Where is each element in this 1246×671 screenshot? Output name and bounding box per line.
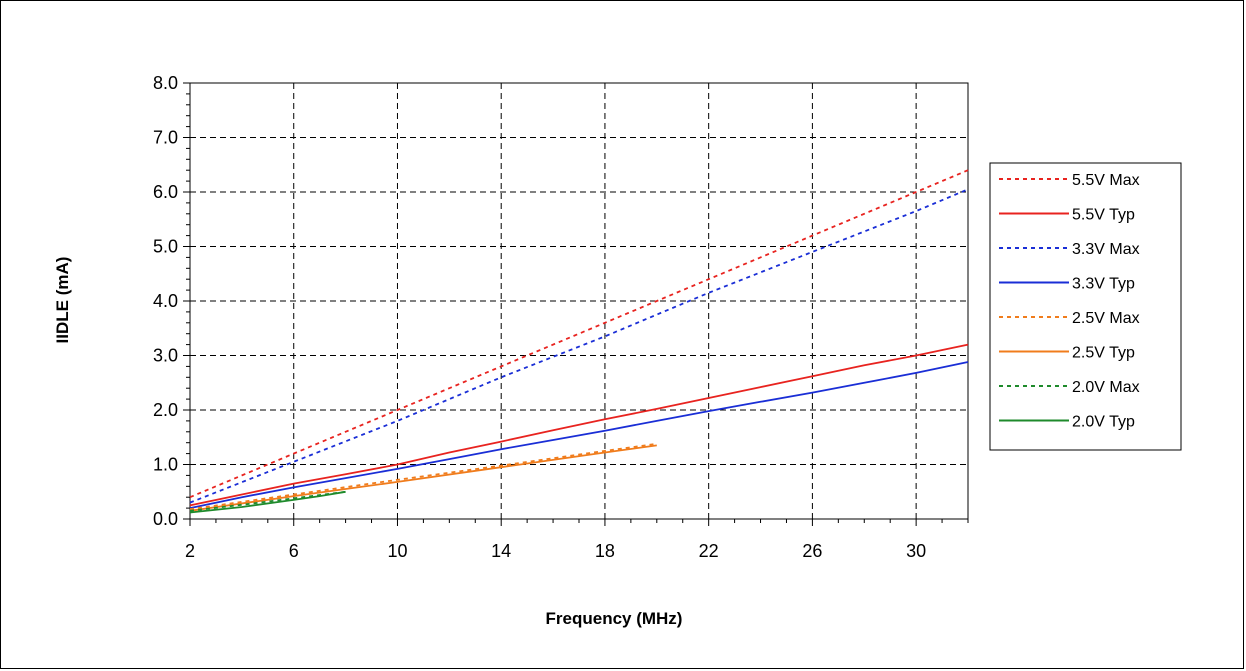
series-line: [189, 343, 969, 507]
y-tick-label: 4.0: [153, 291, 178, 311]
x-tick-label: 26: [802, 541, 822, 561]
y-tick-label: 8.0: [153, 73, 178, 93]
x-tick-label: 10: [387, 541, 407, 561]
legend-label: 2.0V Max: [1072, 379, 1140, 396]
legend-box: [989, 162, 1182, 451]
x-tick-label: 30: [906, 541, 926, 561]
y-tick-label: 7.0: [153, 128, 178, 148]
series-line: [189, 169, 969, 499]
x-tick-label: 2: [185, 541, 195, 561]
series-line: [189, 361, 969, 509]
legend-label: 2.5V Typ: [1072, 345, 1135, 362]
series-line: [189, 490, 346, 512]
y-tick-labels: 0.0 1.0 2.0 3.0 4.0 5.0 6.0 7.0 8.0: [153, 73, 178, 529]
legend-label: 3.3V Typ: [1072, 276, 1135, 293]
y-tick-label: 5.0: [153, 237, 178, 257]
y-tick-label: 6.0: [153, 182, 178, 202]
grid-lines: [190, 83, 968, 519]
legend-label: 5.5V Max: [1072, 172, 1140, 189]
x-axis-title: Frequency (MHz): [546, 609, 683, 628]
legend-label: 2.5V Max: [1072, 310, 1140, 327]
minor-ticks: [183, 82, 969, 526]
y-axis-title: IIDLE (mA): [53, 257, 72, 344]
y-tick-label: 3.0: [153, 346, 178, 366]
x-tick-label: 6: [289, 541, 299, 561]
y-tick-label: 1.0: [153, 455, 178, 475]
legend-label: 2.0V Typ: [1072, 414, 1135, 431]
y-tick-label: 0.0: [153, 509, 178, 529]
series-line: [189, 188, 969, 504]
series-line: [189, 444, 657, 512]
y-tick-label: 2.0: [153, 400, 178, 420]
x-tick-label: 22: [699, 541, 719, 561]
series-line: [189, 490, 346, 514]
x-tick-label: 18: [595, 541, 615, 561]
x-tick-label: 14: [491, 541, 511, 561]
legend-label: 5.5V Typ: [1072, 207, 1135, 224]
series-line: [189, 442, 657, 511]
legend-label: 3.3V Max: [1072, 241, 1140, 258]
x-tick-labels: 2 6 10 14 18 22 26 30: [185, 541, 926, 561]
series-layer: [189, 169, 969, 514]
legend: 5.5V Max 5.5V Typ 3.3V Max 3.3V Typ 2.5V Max…: [989, 162, 1182, 451]
